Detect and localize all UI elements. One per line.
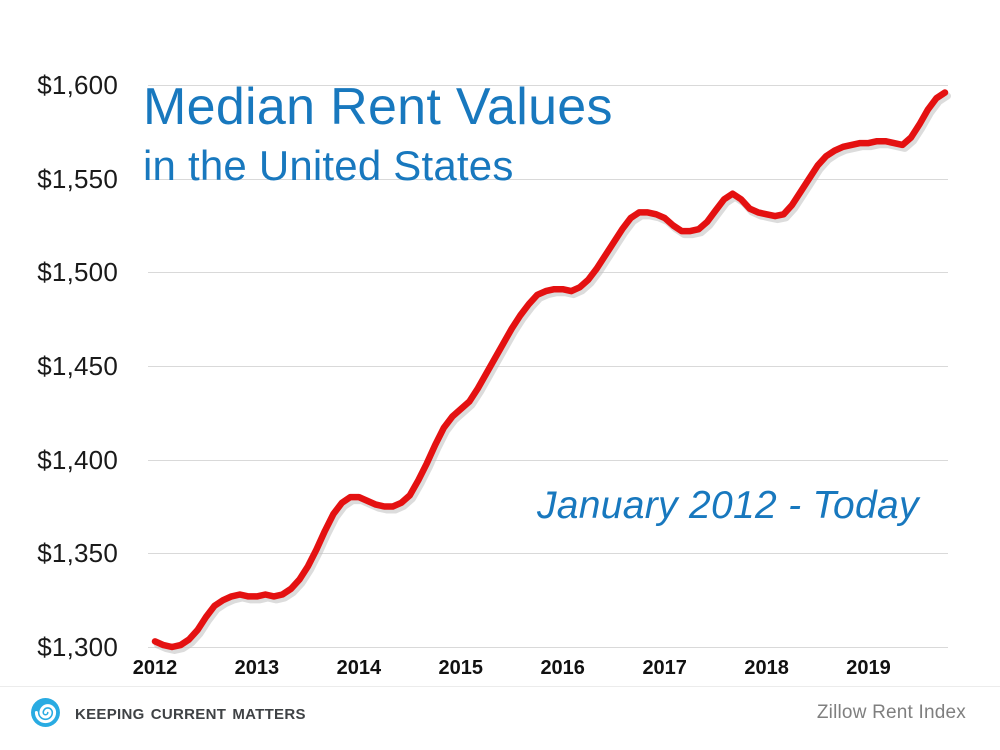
- kcm-swirl-icon: [31, 698, 60, 727]
- gridline: [148, 553, 948, 555]
- y-tick-label: $1,450: [37, 351, 118, 381]
- gridline: [148, 459, 948, 461]
- x-tick-label: 2013: [234, 657, 280, 679]
- gridline: [148, 272, 948, 274]
- source-label: Zillow Rent Index: [816, 702, 966, 723]
- chart-title: Median Rent Values: [143, 78, 613, 136]
- gridline: [148, 366, 948, 367]
- gridline: [148, 647, 948, 648]
- title-block: Median Rent Values in the United States: [143, 78, 613, 190]
- brand-name: Keeping Current Matters: [75, 700, 306, 724]
- x-tick-label: 2015: [438, 657, 484, 679]
- kcm-logo: Keeping Current Matters: [30, 697, 306, 728]
- y-tick-label: $1,600: [37, 70, 118, 100]
- x-tick-label: 2012: [132, 657, 178, 679]
- y-tick-label: $1,300: [37, 632, 118, 662]
- gridline: [148, 85, 948, 86]
- x-tick-label: 2014: [336, 657, 382, 679]
- x-tick-label: 2016: [540, 657, 585, 679]
- gridline: [148, 178, 948, 180]
- date-range-annotation: January 2012 - Today: [537, 484, 919, 527]
- chart-subtitle: in the United States: [143, 142, 514, 190]
- y-tick-label: $1,500: [37, 257, 118, 288]
- y-tick-label: $1,550: [37, 163, 118, 194]
- x-tick-label: 2018: [744, 657, 789, 679]
- y-tick-label: $1,350: [37, 538, 118, 569]
- x-tick-label: 2017: [642, 657, 687, 679]
- y-tick-label: $1,400: [37, 444, 118, 475]
- x-tick-label: 2019: [846, 657, 891, 679]
- rent-line: [151, 89, 949, 651]
- footer-divider: [0, 686, 1000, 687]
- rent-line-shadow: [154, 92, 951, 654]
